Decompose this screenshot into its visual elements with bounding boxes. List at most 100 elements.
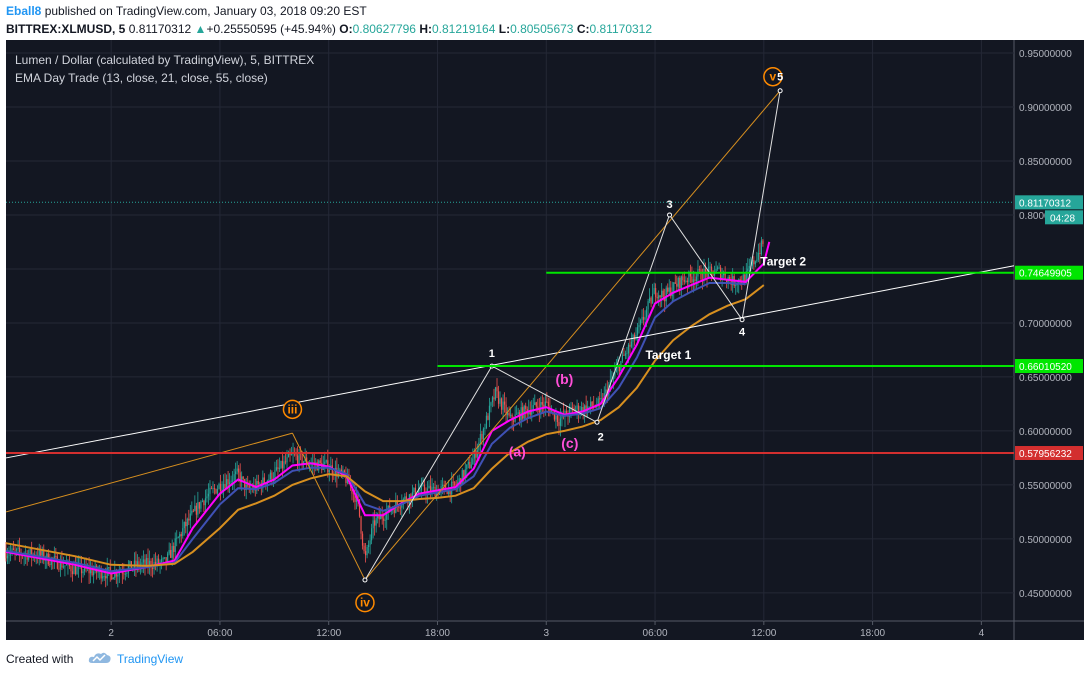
candle-body bbox=[112, 577, 114, 580]
ema-line bbox=[5, 241, 771, 575]
candle-body bbox=[150, 560, 152, 568]
candle-body bbox=[661, 290, 663, 298]
time-axis[interactable] bbox=[6, 621, 1084, 640]
candle-body bbox=[467, 461, 469, 465]
wave-pivot bbox=[667, 212, 673, 218]
candle-body bbox=[590, 401, 592, 407]
candle-body bbox=[494, 387, 497, 400]
wave-label-orange: iii bbox=[287, 402, 297, 416]
candle-body bbox=[440, 486, 442, 490]
orange-channel bbox=[5, 432, 293, 513]
candle-body bbox=[358, 499, 361, 517]
candle-body bbox=[571, 407, 574, 409]
price-tag bbox=[1015, 195, 1083, 210]
candle-body bbox=[726, 279, 728, 283]
candle-body bbox=[186, 518, 188, 527]
candle-body bbox=[605, 389, 607, 394]
candle-body bbox=[647, 301, 649, 310]
x-tick-label: 18:00 bbox=[860, 628, 885, 639]
candle-body bbox=[195, 505, 197, 515]
x-tick-label: 18:00 bbox=[425, 628, 450, 639]
candle-body bbox=[648, 297, 651, 302]
candle-body bbox=[58, 568, 60, 570]
candle-body bbox=[753, 259, 755, 265]
candle-body bbox=[157, 558, 160, 565]
price-tag-label: 0.74649905 bbox=[1019, 269, 1072, 280]
candle-body bbox=[724, 273, 726, 280]
indicator-legend: EMA Day Trade (13, close, 21, close, 55,… bbox=[15, 71, 268, 85]
candle-body bbox=[257, 480, 259, 485]
candle-body bbox=[443, 484, 445, 486]
candle-body bbox=[170, 549, 172, 558]
candle-body bbox=[612, 376, 614, 380]
high-value: 0.81219164 bbox=[432, 22, 496, 36]
candle-body bbox=[228, 482, 231, 485]
candle-body bbox=[556, 415, 559, 423]
plot-area[interactable] bbox=[6, 40, 1014, 621]
candle-body bbox=[599, 398, 601, 400]
candle-body bbox=[204, 498, 207, 506]
candle-body bbox=[405, 496, 407, 501]
candle-body bbox=[179, 534, 181, 538]
candle-body bbox=[614, 371, 616, 377]
candle-body bbox=[629, 344, 631, 347]
candle-body bbox=[506, 412, 509, 416]
candle-body bbox=[399, 507, 401, 509]
candle-body bbox=[635, 334, 637, 340]
candle-body bbox=[44, 559, 46, 561]
candle-body bbox=[372, 520, 374, 529]
candle-body bbox=[351, 486, 353, 494]
last-price: 0.81170312 bbox=[128, 22, 192, 36]
candle-body bbox=[118, 571, 120, 575]
candle-body bbox=[581, 407, 583, 413]
candle-body bbox=[721, 275, 723, 279]
candle-body bbox=[295, 454, 297, 456]
candle-body bbox=[673, 282, 675, 292]
candle-body bbox=[652, 293, 654, 304]
candle-body bbox=[65, 564, 68, 566]
candle-body bbox=[473, 450, 475, 459]
candle-body bbox=[679, 277, 681, 289]
candle-body bbox=[576, 405, 578, 410]
x-tick-label: 06:00 bbox=[643, 628, 668, 639]
target-label: Target 1 bbox=[645, 348, 691, 362]
candle-body bbox=[90, 569, 92, 574]
candle-body bbox=[213, 488, 216, 490]
tradingview-cloud-icon[interactable] bbox=[88, 651, 112, 665]
candle-body bbox=[487, 415, 489, 420]
candle-body bbox=[500, 398, 503, 410]
candle-body bbox=[298, 452, 300, 465]
x-tick-label: 2 bbox=[108, 628, 114, 639]
price-tags: 0.66010520 0.74649905 0.57956232 0.81170312… bbox=[1015, 195, 1083, 461]
candle-body bbox=[422, 484, 424, 486]
price-axis[interactable] bbox=[1014, 40, 1084, 621]
candle-body bbox=[618, 365, 620, 372]
y-tick-label: 0.45000000 bbox=[1019, 589, 1072, 600]
x-tick-label: 12:00 bbox=[751, 628, 776, 639]
candle-body bbox=[641, 316, 643, 321]
price-change: +0.25550595 (+45.94%) bbox=[206, 22, 336, 36]
candle-body bbox=[655, 288, 657, 297]
candle-body bbox=[321, 462, 323, 470]
ema-line bbox=[5, 282, 746, 573]
candle-body bbox=[334, 467, 336, 476]
candle-body bbox=[531, 409, 533, 415]
candle-body bbox=[262, 477, 264, 489]
candle-body bbox=[352, 493, 355, 495]
candle-body bbox=[558, 422, 560, 426]
price-chart[interactable]: Target 1 Target 2 iii iv v 1 2 3 4 5 (a) (b) (c) 0.… bbox=[0, 40, 1090, 640]
price-tag-label: 0.81170312 bbox=[1019, 198, 1072, 209]
candle-body bbox=[667, 287, 669, 292]
candle-body bbox=[591, 401, 593, 407]
tradingview-link[interactable]: TradingView bbox=[117, 652, 184, 666]
candle-body bbox=[609, 379, 611, 386]
candle-body bbox=[538, 408, 540, 413]
candle-body bbox=[704, 268, 707, 272]
wave-pivot bbox=[362, 577, 368, 583]
candle-body bbox=[692, 279, 695, 283]
author-link[interactable]: Eball8 bbox=[6, 4, 42, 18]
candle-body bbox=[103, 576, 105, 577]
candle-body bbox=[715, 268, 717, 274]
candle-body bbox=[185, 521, 187, 527]
candle-body bbox=[695, 276, 698, 282]
